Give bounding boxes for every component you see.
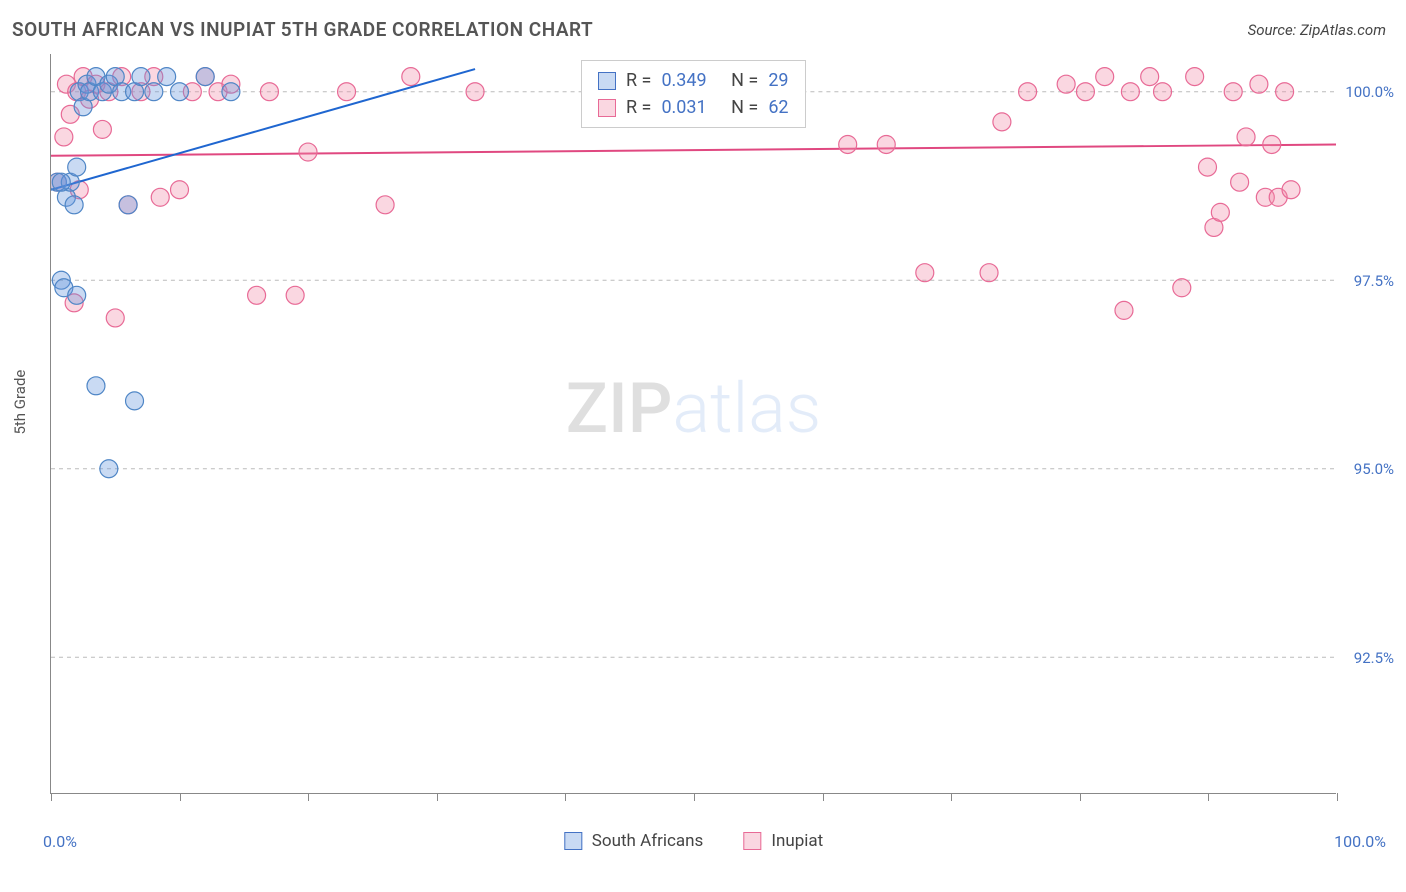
r-value-blue: 0.349 [661, 67, 706, 94]
n-value-blue: 29 [768, 67, 788, 94]
plot-area: ZIPatlas R = 0.349 N = 29 R = 0.031 N = … [50, 54, 1336, 794]
legend-item-inupiat: Inupiat [743, 831, 823, 851]
legend-item-south-africans: South Africans [564, 831, 704, 851]
x-tick [1208, 793, 1209, 801]
r-label: R = [626, 94, 651, 121]
swatch-blue-icon [598, 72, 616, 90]
y-axis-label: 5th Grade [11, 370, 29, 435]
n-value-pink: 62 [768, 94, 788, 121]
swatch-blue-icon [564, 832, 582, 850]
correlation-row-pink: R = 0.031 N = 62 [598, 94, 789, 121]
legend-label: Inupiat [771, 831, 823, 851]
scatter-plot-svg [51, 54, 1336, 793]
r-label: R = [626, 67, 651, 94]
chart-header: SOUTH AFRICAN VS INUPIAT 5TH GRADE CORRE… [0, 0, 1406, 49]
n-label: N = [731, 67, 758, 94]
x-tick [51, 793, 52, 801]
x-tick [565, 793, 566, 801]
x-tick [694, 793, 695, 801]
x-tick [180, 793, 181, 801]
swatch-pink-icon [743, 832, 761, 850]
chart-title: SOUTH AFRICAN VS INUPIAT 5TH GRADE CORRE… [12, 18, 593, 41]
chart-container: 5th Grade ZIPatlas R = 0.349 N = 29 R = … [50, 54, 1386, 862]
series-legend: South Africans Inupiat [564, 831, 823, 851]
r-value-pink: 0.031 [661, 94, 706, 121]
correlation-row-blue: R = 0.349 N = 29 [598, 67, 789, 94]
y-tick-label: 100.0% [1345, 83, 1394, 101]
x-tick [1080, 793, 1081, 801]
x-tick-label-max: 100.0% [1334, 832, 1386, 851]
y-tick-label: 97.5% [1354, 272, 1394, 290]
n-label: N = [731, 94, 758, 121]
chart-source: Source: ZipAtlas.com [1248, 21, 1386, 39]
swatch-pink-icon [598, 99, 616, 117]
y-tick-label: 92.5% [1354, 649, 1394, 667]
x-tick [437, 793, 438, 801]
x-tick-label-min: 0.0% [43, 832, 77, 851]
x-tick [308, 793, 309, 801]
correlation-legend: R = 0.349 N = 29 R = 0.031 N = 62 [581, 60, 806, 128]
y-tick-label: 95.0% [1354, 460, 1394, 478]
x-tick [1337, 793, 1338, 801]
legend-label: South Africans [592, 831, 704, 851]
x-tick [823, 793, 824, 801]
x-tick [951, 793, 952, 801]
